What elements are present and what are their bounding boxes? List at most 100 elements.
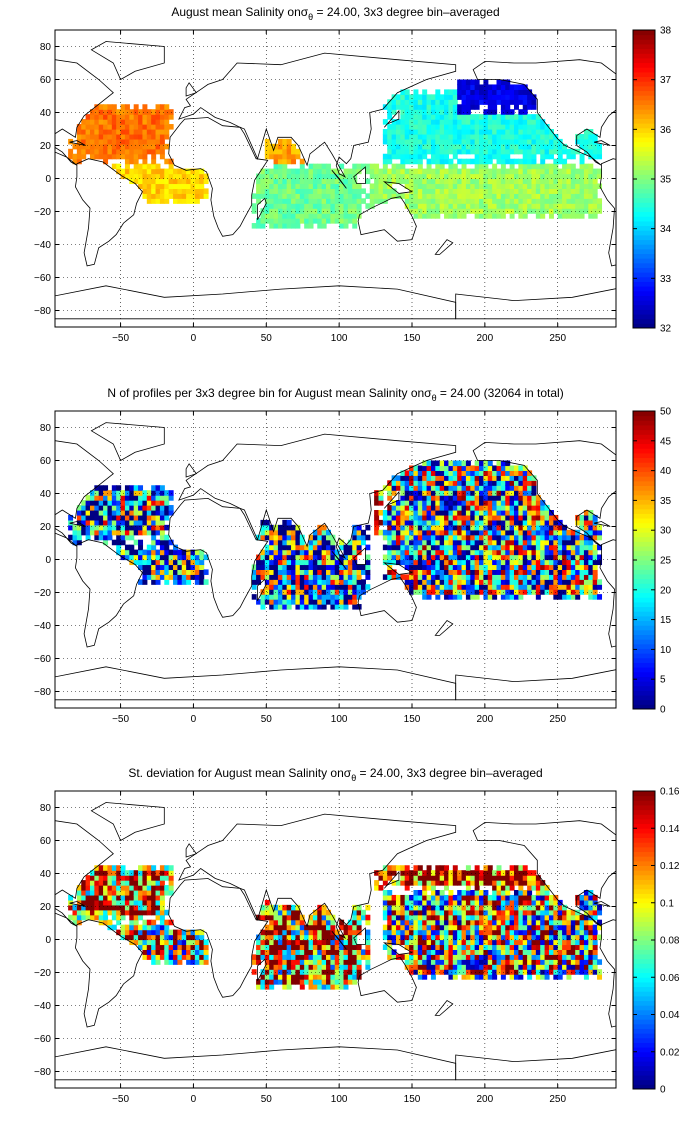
- data-cell: [107, 510, 113, 516]
- data-cell: [470, 178, 476, 185]
- data-cell: [273, 974, 279, 980]
- data-cell: [444, 94, 450, 100]
- data-cell: [422, 475, 428, 481]
- data-cell: [479, 183, 484, 189]
- data-cell: [181, 934, 187, 941]
- data-cell: [168, 944, 174, 950]
- data-cell: [295, 188, 301, 194]
- data-cell: [514, 148, 519, 155]
- colorbar-segment: [633, 550, 655, 556]
- coastline: [357, 577, 417, 623]
- data-cell: [465, 569, 471, 575]
- data-cell: [352, 594, 358, 600]
- data-cell: [177, 959, 183, 965]
- data-cell: [387, 124, 393, 130]
- data-cell: [103, 119, 109, 125]
- data-cell: [439, 554, 445, 561]
- data-cell: [111, 865, 117, 871]
- data-cell: [85, 505, 91, 511]
- data-cell: [339, 198, 345, 204]
- data-cell: [588, 559, 594, 566]
- data-cell: [334, 954, 340, 960]
- data-cell: [514, 143, 519, 150]
- data-cell: [378, 178, 384, 185]
- data-cell: [85, 514, 91, 521]
- data-cell: [317, 218, 323, 224]
- data-cell: [474, 594, 480, 600]
- data-cell: [168, 188, 174, 194]
- data-cell: [448, 524, 454, 531]
- data-cell: [159, 193, 165, 199]
- data-cell: [422, 554, 428, 561]
- data-cell: [391, 193, 397, 199]
- data-cell: [120, 904, 126, 911]
- data-cell: [269, 208, 275, 214]
- data-cell: [286, 549, 292, 556]
- data-cell: [343, 173, 349, 180]
- data-cell: [522, 119, 528, 125]
- data-cell: [557, 178, 563, 185]
- data-cell: [409, 584, 415, 590]
- data-cell: [496, 500, 502, 506]
- data-cell: [308, 969, 314, 975]
- data-cell: [457, 193, 463, 199]
- data-cell: [435, 544, 441, 551]
- data-cell: [426, 173, 432, 180]
- data-cell: [286, 534, 292, 541]
- data-cell: [439, 173, 445, 180]
- data-cell: [409, 875, 415, 881]
- data-cell: [339, 183, 345, 189]
- data-cell: [369, 188, 375, 194]
- data-cell: [68, 904, 74, 911]
- data-cell: [518, 584, 524, 590]
- data-cell: [522, 94, 528, 100]
- data-cell: [330, 924, 336, 931]
- data-cell: [479, 208, 484, 214]
- data-cell: [509, 574, 515, 580]
- data-cell: [444, 579, 450, 585]
- data-cell: [312, 974, 318, 980]
- data-cell: [496, 514, 502, 521]
- data-cell: [312, 594, 318, 600]
- data-cell: [168, 934, 174, 941]
- data-cell: [361, 534, 366, 541]
- data-cell: [146, 519, 152, 526]
- data-cell: [452, 89, 458, 95]
- data-cell: [439, 539, 445, 546]
- data-cell: [299, 599, 305, 605]
- data-cell: [273, 554, 279, 561]
- data-cell: [548, 133, 554, 140]
- data-cell: [597, 554, 603, 561]
- data-cell: [557, 213, 563, 219]
- data-cell: [404, 914, 410, 921]
- data-cell: [400, 554, 406, 561]
- data-cell: [291, 223, 297, 229]
- data-cell: [461, 475, 467, 481]
- data-cell: [387, 865, 393, 871]
- data-cell: [465, 480, 471, 486]
- data-cell: [164, 198, 170, 204]
- data-cell: [540, 213, 546, 219]
- data-cell: [273, 594, 279, 600]
- data-cell: [116, 514, 122, 521]
- data-cell: [479, 173, 484, 180]
- data-cell: [430, 119, 436, 125]
- data-cell: [295, 173, 301, 180]
- data-cell: [361, 569, 366, 575]
- data-cell: [452, 460, 458, 467]
- data-cell: [304, 584, 310, 590]
- data-cell: [461, 564, 467, 570]
- data-cell: [400, 529, 406, 536]
- data-cell: [518, 500, 524, 506]
- data-cell: [133, 173, 139, 180]
- data-cell: [409, 549, 415, 556]
- data-cell: [343, 203, 349, 209]
- data-cell: [155, 163, 161, 170]
- data-cell: [487, 574, 493, 580]
- data-cell: [452, 485, 458, 491]
- data-cell: [588, 178, 594, 185]
- data-cell: [492, 213, 498, 219]
- data-cell: [387, 870, 393, 876]
- data-cell: [505, 465, 511, 471]
- data-cell: [308, 183, 314, 189]
